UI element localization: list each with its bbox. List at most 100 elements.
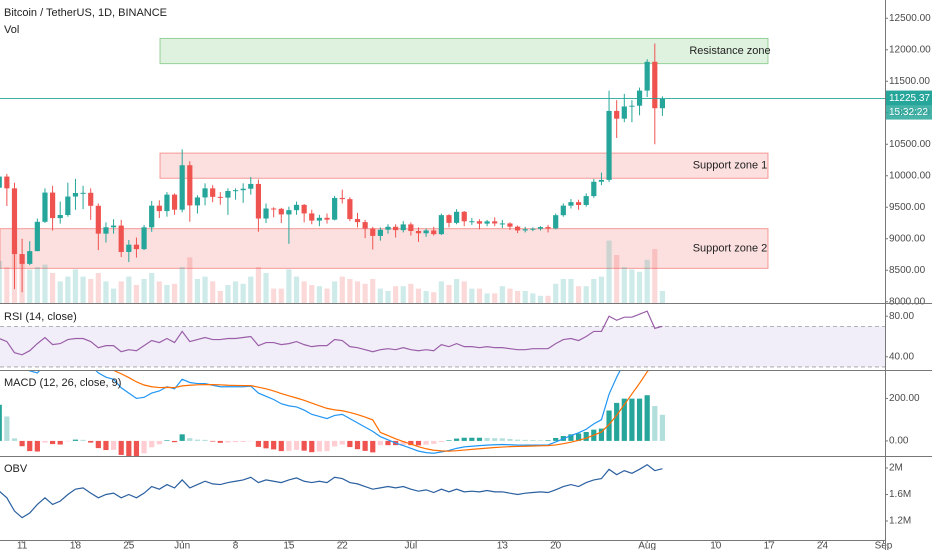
volume-bar <box>232 281 239 303</box>
candle-body <box>553 215 559 229</box>
macd-histogram-bar <box>621 398 627 441</box>
y-tick-label: 12000.00 <box>889 44 931 55</box>
candle-body <box>65 196 71 215</box>
macd-histogram-bar <box>469 437 475 441</box>
volume-bar <box>255 267 262 303</box>
macd-histogram-bar <box>49 440 56 445</box>
macd-histogram-bar <box>278 440 284 452</box>
candle-body <box>141 227 147 250</box>
macd-histogram-bar <box>583 431 589 441</box>
volume-bar <box>149 273 155 303</box>
volume-bar <box>476 288 483 303</box>
volume-bar <box>57 281 63 303</box>
volume-bar <box>454 279 460 303</box>
candle-body <box>339 197 345 200</box>
macd-histogram-bar <box>34 440 40 452</box>
volume-bar <box>194 279 201 303</box>
volume-bar <box>583 286 589 303</box>
candle-body <box>11 188 18 255</box>
macd-histogram-bar <box>194 439 201 441</box>
macd-histogram-bar <box>95 440 101 449</box>
macd-histogram-bar <box>316 440 322 452</box>
candle-body <box>614 110 620 119</box>
candle-body <box>309 213 315 221</box>
macd-histogram-bar <box>644 395 650 441</box>
candle-body <box>530 228 536 230</box>
macd-histogram-bar <box>42 440 48 443</box>
volume-bar <box>202 276 208 303</box>
macd-histogram-bar <box>27 440 33 452</box>
candle-body <box>621 106 627 119</box>
candle-body <box>225 190 231 198</box>
macd-histogram-bar <box>309 440 315 453</box>
candle-body <box>156 205 162 212</box>
volume-bar <box>210 281 216 303</box>
macd-histogram-bar <box>293 440 300 450</box>
volume-bar <box>240 283 246 303</box>
volume-bar <box>324 288 330 303</box>
y-tick-label: 11500.00 <box>889 76 930 87</box>
macd-histogram-bar <box>484 437 490 441</box>
candle-body <box>560 205 566 216</box>
candle-body <box>514 226 521 231</box>
candle-body <box>461 211 467 222</box>
volume-bar <box>354 281 361 303</box>
y-tick-label: 9000.00 <box>889 233 926 244</box>
candle-body <box>492 221 498 224</box>
macd-histogram-bar <box>545 440 551 441</box>
volume-bar <box>179 267 185 303</box>
last-price-box <box>886 90 932 106</box>
candle-body <box>118 225 124 252</box>
candle-body <box>370 228 376 236</box>
volume-bar <box>370 279 376 303</box>
macd-histogram-bar <box>400 440 406 445</box>
candle-body <box>240 188 246 191</box>
macd-histogram-bar <box>11 438 18 441</box>
macd-histogram-bar <box>271 440 277 450</box>
macd-histogram-bar <box>553 437 559 441</box>
candle-body <box>591 181 597 197</box>
volume-bar <box>446 285 452 303</box>
volume-bar <box>484 293 490 303</box>
y-tick-label: 12500.00 <box>889 13 931 24</box>
candle-body <box>385 226 391 230</box>
candle-body <box>522 229 528 231</box>
volume-bar <box>469 288 475 303</box>
candle-body <box>126 244 132 252</box>
zone-label: Resistance zone <box>689 45 770 57</box>
candle-body <box>263 208 269 219</box>
y-tick-label: 1.6M <box>889 489 911 500</box>
volume-bar <box>103 281 109 303</box>
volume-bar <box>217 291 223 303</box>
last-price-label: 11225.37 <box>889 93 930 104</box>
volume-bar <box>598 276 605 303</box>
volume-bar <box>156 281 162 303</box>
rsi-title: RSI (14, close) <box>4 311 77 323</box>
candle-body <box>423 230 429 234</box>
y-tick-label: 200.00 <box>889 393 920 404</box>
volume-bar <box>652 249 658 303</box>
volume-bar <box>362 283 368 303</box>
volume-bar <box>286 269 292 303</box>
macd-histogram-bar <box>232 440 239 443</box>
candle-body <box>194 197 201 206</box>
candle-body <box>210 188 216 197</box>
macd-histogram-bar <box>118 440 124 455</box>
candle-body <box>659 98 666 109</box>
volume-bar <box>507 288 513 303</box>
candle-body <box>377 229 383 236</box>
x-tick-label: 15 <box>283 541 295 550</box>
macd-histogram-bar <box>423 440 429 445</box>
countdown-box <box>886 105 932 120</box>
x-tick-label: 10 <box>710 541 722 550</box>
candle-body <box>278 208 284 215</box>
macd-histogram-bar <box>492 438 498 441</box>
y-tick-label: 1.2M <box>889 516 911 527</box>
volume-bar <box>606 240 612 303</box>
volume-bar <box>644 259 650 303</box>
candle-body <box>301 204 307 214</box>
macd-histogram-bar <box>149 440 155 448</box>
macd-histogram-bar <box>377 440 383 446</box>
x-tick-label: Aug <box>638 541 656 550</box>
candle-body <box>332 197 338 220</box>
